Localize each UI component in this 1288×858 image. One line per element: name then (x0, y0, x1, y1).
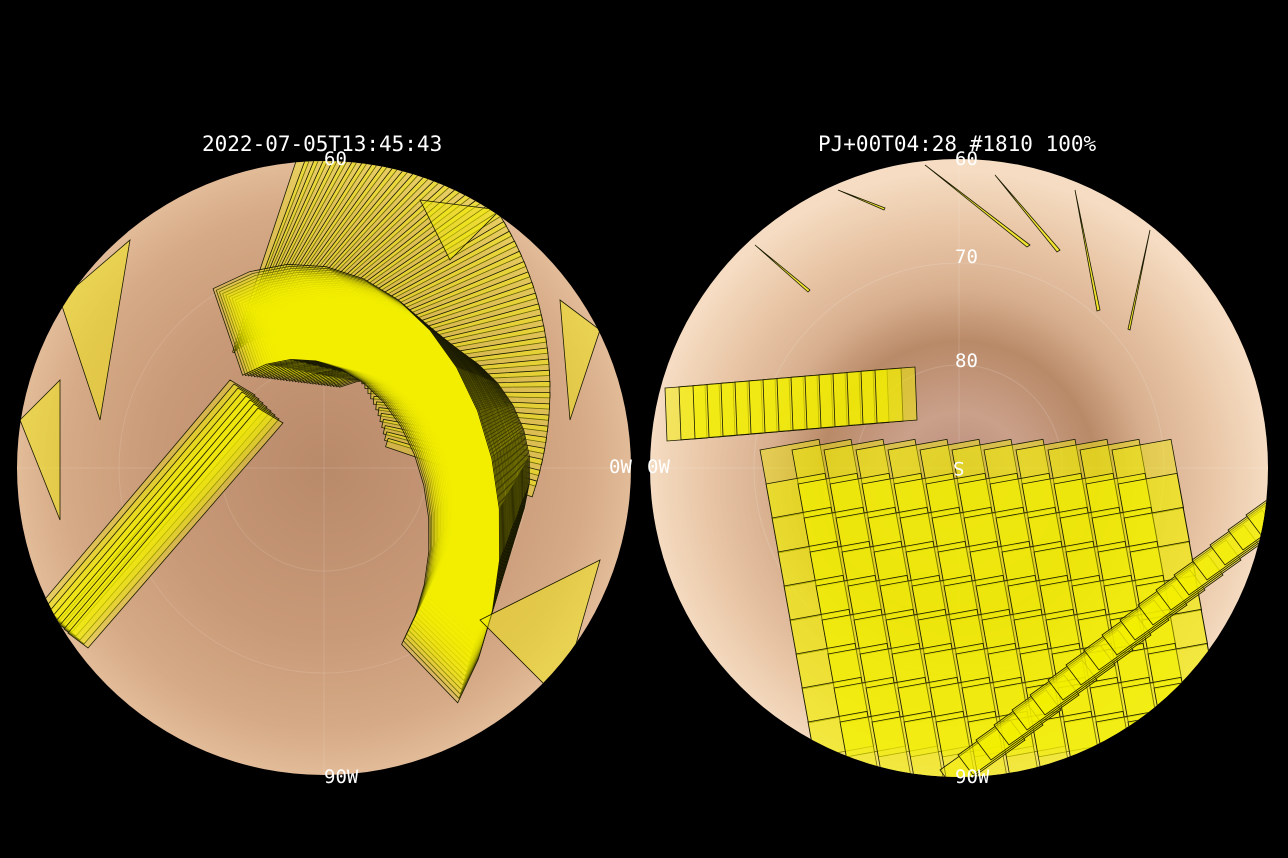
footprint-swath (260, 293, 514, 637)
footprint-swath (275, 303, 519, 615)
footprint-frame (1227, 479, 1268, 551)
footprint-swath (225, 271, 504, 686)
left-label-90w: 90W (324, 766, 359, 788)
left-panel-timestamp: 2022-07-05T13:45:43 (202, 132, 443, 156)
footprint-swath (247, 285, 510, 655)
right-label-0w: 0W (647, 456, 670, 478)
footprint-swath (244, 283, 509, 659)
footprint-wedge (262, 161, 436, 338)
footprint-swath (250, 287, 511, 650)
footprint-sliver (419, 199, 501, 261)
footprint-frame (903, 710, 977, 777)
footprint-swath (288, 311, 522, 597)
footprint-swath (218, 267, 502, 695)
footprint-needle (924, 164, 1031, 248)
footprint-frame (1127, 710, 1201, 777)
footprint-frame (1153, 676, 1227, 758)
footprint-needle (994, 174, 1061, 253)
footprint-swath (234, 277, 507, 673)
footprint-swath (237, 279, 508, 668)
footprint-swath (215, 265, 501, 699)
footprint-frame (1159, 710, 1233, 777)
footprint-swath (222, 269, 503, 691)
footprint-frame (874, 366, 918, 424)
footprint-swath (282, 307, 520, 606)
footprint-needle (1127, 229, 1151, 331)
footprint-wedge (270, 161, 453, 337)
right-label-ring-70: 70 (955, 246, 978, 268)
footprint-swath (253, 289, 512, 646)
footprint-swath (272, 301, 518, 619)
footprint-swath (263, 295, 515, 633)
footprint-frame (1209, 494, 1268, 566)
left-label-top-60: 60 (324, 148, 347, 170)
footprint-swath (266, 297, 516, 628)
footprint-frame (935, 710, 1009, 777)
footprint-swath (256, 291, 513, 642)
left-planet-disk (17, 161, 631, 775)
footprint-swath (279, 305, 519, 610)
left-footprints (19, 161, 601, 704)
right-label-ring-80: 80 (955, 350, 978, 372)
footprint-strip (59, 399, 276, 641)
footprint-swath (269, 299, 517, 624)
right-label-pole: S (953, 457, 965, 479)
footprint-needle (754, 244, 811, 293)
footprint-swath (228, 273, 505, 682)
footprint-strip (67, 407, 284, 649)
footprint-needle (837, 189, 886, 211)
footprint-wedge (255, 161, 419, 340)
footprint-swath (310, 325, 529, 566)
right-label-top-60: 60 (955, 148, 978, 170)
footprint-wedge (266, 161, 445, 337)
footprint-swath (241, 281, 509, 664)
footprint-strip (63, 403, 280, 645)
right-panel-perijove-info: PJ+00T04:28 #1810 100% (818, 132, 1097, 156)
left-label-0w: 0W (609, 456, 632, 478)
footprint-sliver (559, 299, 601, 421)
footprint-swath (212, 263, 500, 704)
footprint-swath (285, 309, 521, 602)
right-label-90w: 90W (955, 766, 990, 788)
footprint-needle (1074, 189, 1101, 312)
footprint-sliver (19, 379, 61, 521)
footprint-swath (231, 275, 506, 677)
